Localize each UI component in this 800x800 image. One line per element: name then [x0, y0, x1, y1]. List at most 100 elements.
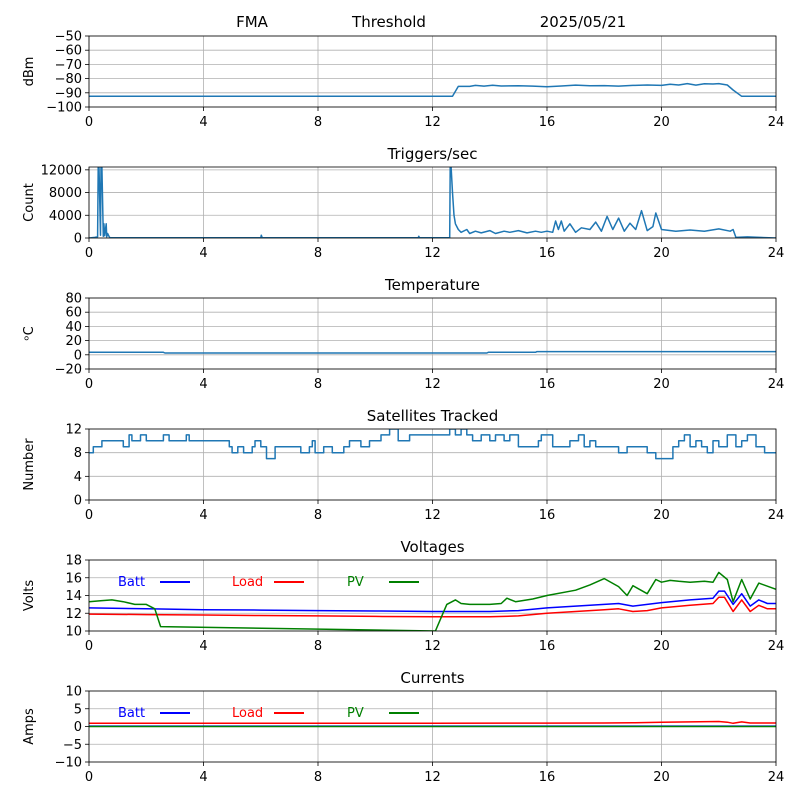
x-tick-label: 16: [539, 246, 556, 261]
y-tick-label: −20: [55, 363, 82, 378]
y-tick-label: 12: [65, 423, 82, 438]
x-tick-label: 0: [85, 115, 93, 130]
x-tick-label: 0: [85, 246, 93, 261]
x-tick-label: 8: [314, 377, 322, 392]
y-tick-label: 8000: [49, 186, 82, 201]
panel-5: 0 4 8 12 16 20 24 −10 −5 0 5 10 Currents Amps Batt Load…: [22, 669, 784, 785]
x-tick-label: 0: [85, 508, 93, 523]
y-tick-label: 0: [74, 494, 82, 509]
y-tick-label: −100: [46, 101, 82, 116]
x-tick-label: 12: [424, 639, 441, 654]
x-tick-label: 4: [199, 115, 207, 130]
y-tick-label: 20: [65, 334, 82, 349]
series-line-0: [89, 167, 776, 238]
y-axis-label: Volts: [22, 580, 37, 612]
y-tick-label: 60: [65, 306, 82, 321]
x-tick-label: 4: [199, 639, 207, 654]
legend-label-pv: PV: [347, 706, 364, 721]
x-tick-label: 24: [768, 639, 785, 654]
legend-label-batt: Batt: [118, 706, 145, 721]
panel-title: Triggers/sec: [387, 145, 478, 163]
x-tick-label: 12: [424, 115, 441, 130]
y-tick-label: 5: [74, 702, 82, 717]
x-tick-label: 4: [199, 377, 207, 392]
x-tick-label: 24: [768, 377, 785, 392]
y-axis-label: Count: [22, 183, 37, 222]
x-tick-label: 16: [539, 508, 556, 523]
x-tick-label: 24: [768, 508, 785, 523]
y-tick-label: 4: [74, 470, 82, 485]
y-tick-label: 0: [74, 720, 82, 735]
series-line-0: [89, 350, 776, 354]
x-tick-label: 20: [653, 115, 670, 130]
legend-label-load: Load: [232, 575, 263, 590]
x-tick-label: 20: [653, 639, 670, 654]
x-tick-label: 12: [424, 508, 441, 523]
series-line-pv: [89, 571, 776, 631]
panel-0: 0 4 8 12 16 20 24 −100−90−80−70−60−50 dBm: [22, 30, 784, 131]
series-line-batt: [89, 590, 776, 613]
x-tick-label: 8: [314, 639, 322, 654]
x-tick-label: 0: [85, 377, 93, 392]
header-left: FMA: [236, 13, 269, 31]
panel-title: Voltages: [400, 538, 464, 556]
y-tick-label: −5: [63, 738, 82, 753]
y-axis-label: dBm: [22, 57, 37, 87]
x-tick-label: 8: [314, 770, 322, 785]
x-tick-label: 12: [424, 770, 441, 785]
x-tick-label: 4: [199, 770, 207, 785]
x-tick-label: 8: [314, 115, 322, 130]
series-line-0: [89, 82, 776, 98]
y-tick-label: −50: [55, 30, 82, 45]
y-axis-label: Number: [22, 438, 37, 491]
legend-label-load: Load: [232, 706, 263, 721]
y-tick-label: −60: [55, 44, 82, 59]
x-tick-label: 0: [85, 639, 93, 654]
x-tick-label: 20: [653, 508, 670, 523]
x-tick-label: 16: [539, 115, 556, 130]
y-tick-label: 8: [74, 446, 82, 461]
x-tick-label: 12: [424, 377, 441, 392]
x-tick-label: 4: [199, 246, 207, 261]
x-tick-label: 0: [85, 770, 93, 785]
header-right: 2025/05/21: [540, 13, 626, 31]
x-tick-label: 20: [653, 377, 670, 392]
x-tick-label: 4: [199, 508, 207, 523]
y-axis-label: ᵒC: [22, 326, 37, 340]
x-tick-label: 20: [653, 770, 670, 785]
x-tick-label: 16: [539, 639, 556, 654]
panel-title: Currents: [400, 669, 464, 687]
y-tick-label: 12000: [41, 163, 82, 178]
panel-title: Satellites Tracked: [367, 407, 498, 425]
y-tick-label: 40: [65, 320, 82, 335]
y-tick-label: 12: [65, 607, 82, 622]
panel-4: 0 4 8 12 16 20 24 10 12 14 16 18 Voltages Volts Batt Lo…: [22, 538, 784, 654]
y-tick-label: −70: [55, 58, 82, 73]
y-tick-label: 0: [74, 232, 82, 247]
x-tick-label: 20: [653, 246, 670, 261]
x-tick-label: 16: [539, 377, 556, 392]
x-tick-label: 16: [539, 770, 556, 785]
header-center: Threshold: [351, 13, 426, 31]
y-tick-label: 0: [74, 348, 82, 363]
series-line-0: [89, 429, 776, 460]
panel-3: 0 4 8 12 16 20 24 0 4 8 12 Satellites Tracked Number: [22, 407, 784, 523]
y-tick-label: 4000: [49, 209, 82, 224]
legend-label-pv: PV: [347, 575, 364, 590]
x-tick-label: 24: [768, 115, 785, 130]
y-tick-label: −10: [55, 756, 82, 771]
y-axis-label: Amps: [22, 708, 37, 745]
y-tick-label: 10: [65, 685, 82, 700]
legend-label-batt: Batt: [118, 575, 145, 590]
series-line-load: [89, 720, 776, 725]
panel-title: Temperature: [384, 276, 480, 294]
x-tick-label: 8: [314, 508, 322, 523]
x-tick-label: 12: [424, 246, 441, 261]
y-tick-label: 80: [65, 292, 82, 307]
x-tick-label: 8: [314, 246, 322, 261]
y-tick-label: −80: [55, 72, 82, 87]
